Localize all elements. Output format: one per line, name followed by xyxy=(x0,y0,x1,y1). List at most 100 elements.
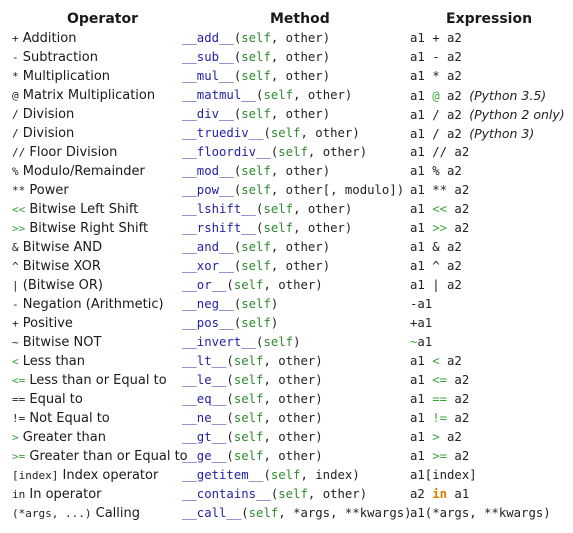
method-param: other xyxy=(322,487,360,501)
operator-label: In operator xyxy=(29,487,102,502)
table-row: + Positive __pos__(self) +a1 xyxy=(0,314,573,333)
expression-part: +a1 xyxy=(410,316,433,330)
method-param: other xyxy=(307,202,345,216)
method-param: , xyxy=(293,202,308,216)
operator-cell: >= Greater than or Equal to xyxy=(12,447,188,466)
operator-label: Addition xyxy=(22,31,77,46)
expression-cell: -a1 xyxy=(410,295,432,314)
expression-part: | xyxy=(432,278,440,292)
method-param: self xyxy=(270,468,301,482)
method-param: self xyxy=(263,202,294,216)
operator-label: Equal to xyxy=(29,392,83,407)
method-param: other xyxy=(285,164,323,178)
method-param: other xyxy=(307,221,345,235)
expression-cell: a1 | a2 xyxy=(410,276,462,295)
table-row: / Division __truediv__(self, other) a1 / a… xyxy=(0,124,573,143)
table-row: >= Greater than or Equal to __ge__(self, … xyxy=(0,447,573,466)
expression-part: & xyxy=(432,240,440,254)
method-cell: __div__(self, other) xyxy=(182,107,331,121)
method-param: self xyxy=(233,373,264,387)
method-name: __mul__ xyxy=(182,69,234,83)
expression-part: a2 xyxy=(439,164,462,178)
method-name: __invert__ xyxy=(182,335,257,349)
method-param: self xyxy=(233,411,264,425)
expression-cell: a1 / a2 (Python 2 only) xyxy=(410,105,565,125)
expression-part: a1 xyxy=(417,335,433,349)
expression-cell: a1 ** a2 xyxy=(410,181,469,200)
expression-part: (Python 3.5) xyxy=(469,88,547,103)
operator-cell: - Subtraction xyxy=(12,48,98,67)
method-param: other xyxy=(278,430,316,444)
method-name: __lt__ xyxy=(182,354,227,368)
method-param: , xyxy=(270,240,286,254)
method-param: self xyxy=(241,240,271,254)
expression-cell: a1 % a2 xyxy=(410,162,462,181)
expression-cell: a1 / a2 (Python 3) xyxy=(410,124,534,144)
expression-part: << xyxy=(432,202,448,216)
operator-symbol: + xyxy=(12,317,19,330)
method-param: , xyxy=(270,183,286,197)
expression-part: / xyxy=(432,108,440,122)
operator-label: Less than xyxy=(22,354,85,369)
operator-label: Greater than or Equal to xyxy=(29,449,188,464)
method-param: self xyxy=(241,297,271,311)
method-cell: __call__(self, *args, **kwargs) xyxy=(182,506,412,520)
expression-header: Expression xyxy=(446,11,533,27)
expression-part: >= xyxy=(432,449,448,463)
method-param: other xyxy=(278,373,316,387)
method-param: , xyxy=(307,487,323,501)
expression-part: a2 xyxy=(439,240,462,254)
table-row: - Negation (Arithmetic) __neg__(self) -a1 xyxy=(0,295,573,314)
operator-label: Greater than xyxy=(22,430,106,445)
expression-part: a1 xyxy=(410,69,433,83)
method-cell: __matmul__(self, other) xyxy=(182,88,353,102)
method-param: , xyxy=(270,164,286,178)
method-param: , xyxy=(263,430,279,444)
expression-cell: a1 << a2 xyxy=(410,200,469,219)
operator-label: Less than or Equal to xyxy=(29,373,167,388)
operator-label: Matrix Multiplication xyxy=(22,88,156,103)
table-row: << Bitwise Left Shift __lshift__(self, ot… xyxy=(0,200,573,219)
expression-part: a2 xyxy=(447,145,470,159)
expression-cell: a1 @ a2 (Python 3.5) xyxy=(410,86,546,106)
operator-symbol: | xyxy=(12,279,19,292)
expression-part: (Python 3) xyxy=(469,126,535,141)
expression-part: * xyxy=(432,69,440,83)
operator-label: Power xyxy=(29,183,69,198)
operator-symbol: + xyxy=(12,32,19,45)
expression-part: a1 xyxy=(410,145,433,159)
operator-cell: - Negation (Arithmetic) xyxy=(12,295,164,314)
expression-cell: a1 == a2 xyxy=(410,390,469,409)
method-name: __matmul__ xyxy=(182,88,257,102)
expression-part: a2 xyxy=(447,411,470,425)
method-param: , xyxy=(263,354,279,368)
operator-cell: in In operator xyxy=(12,485,102,504)
expression-part: a2 xyxy=(447,183,470,197)
operator-cell: | (Bitwise OR) xyxy=(12,276,103,295)
expression-cell: a1 > a2 xyxy=(410,428,462,447)
expression-cell: a1 != a2 xyxy=(410,409,469,428)
method-name: __lshift__ xyxy=(182,202,257,216)
method-param: index xyxy=(315,468,353,482)
table-row: [index] Index operator __getitem__(self, … xyxy=(0,466,573,485)
method-param: other xyxy=(285,31,323,45)
expression-part: in xyxy=(432,487,448,501)
expression-part: a1 xyxy=(410,221,433,235)
operator-symbol: < xyxy=(12,355,19,368)
method-param: other xyxy=(285,240,323,254)
operator-symbol: / xyxy=(12,127,19,140)
expression-cell: a1 & a2 xyxy=(410,238,462,257)
method-param: other xyxy=(278,449,316,463)
expression-cell: a2 in a1 xyxy=(410,485,469,504)
method-param: self xyxy=(233,430,264,444)
operator-cell: // Floor Division xyxy=(12,143,117,162)
method-param: , xyxy=(293,88,308,102)
table-row: * Multiplication __mul__(self, other) a1 *… xyxy=(0,67,573,86)
method-name: __gt__ xyxy=(182,430,227,444)
method-param: self xyxy=(248,506,279,520)
method-param: , xyxy=(263,392,279,406)
operator-symbol: != xyxy=(12,412,26,425)
operator-label: Division xyxy=(22,126,75,141)
method-name: __call__ xyxy=(182,506,242,520)
operator-cell: < Less than xyxy=(12,352,85,371)
